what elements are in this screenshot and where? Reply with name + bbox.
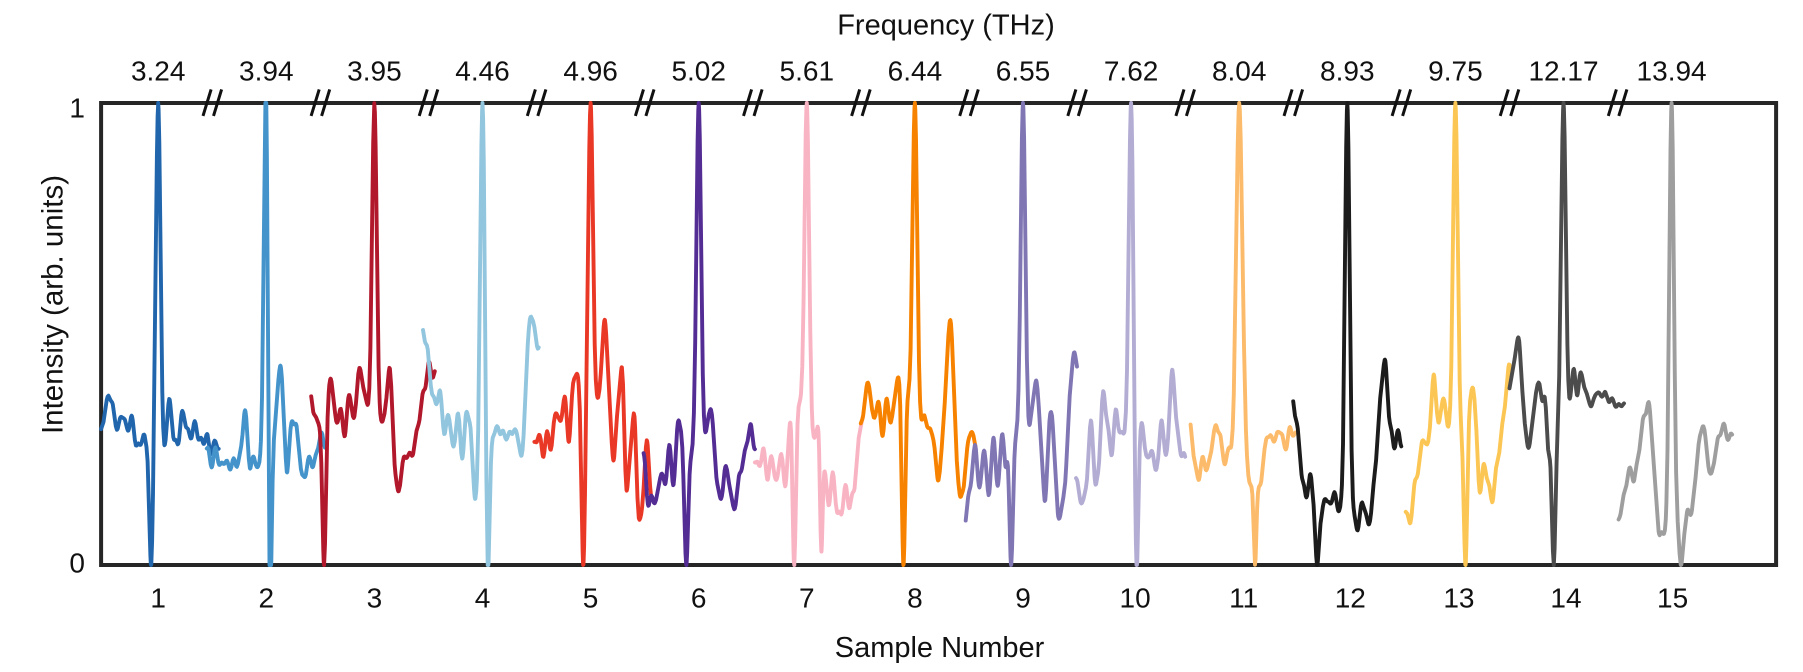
svg-text:0: 0	[69, 548, 85, 579]
svg-text:4.96: 4.96	[563, 56, 618, 87]
svg-text:13.94: 13.94	[1637, 56, 1707, 87]
svg-text:Intensity (arb. units): Intensity (arb. units)	[37, 175, 70, 434]
svg-text:6.55: 6.55	[996, 56, 1051, 87]
svg-text:14: 14	[1550, 583, 1581, 614]
svg-text:8: 8	[907, 583, 923, 614]
svg-text:9: 9	[1015, 583, 1031, 614]
svg-text:11: 11	[1229, 583, 1258, 614]
svg-text:2: 2	[259, 583, 275, 614]
svg-text:15: 15	[1657, 583, 1688, 614]
svg-text:8.04: 8.04	[1212, 56, 1267, 87]
svg-text:Frequency (THz): Frequency (THz)	[837, 10, 1055, 42]
svg-text:5.61: 5.61	[780, 56, 835, 87]
svg-text:10: 10	[1120, 583, 1151, 614]
svg-text:5: 5	[583, 583, 599, 614]
svg-text:4: 4	[475, 583, 491, 614]
svg-text:8.93: 8.93	[1320, 56, 1375, 87]
svg-text:9.75: 9.75	[1428, 56, 1483, 87]
svg-text:6.44: 6.44	[888, 56, 943, 87]
svg-text:6: 6	[691, 583, 707, 614]
svg-text:13: 13	[1443, 583, 1474, 614]
svg-text:1: 1	[69, 93, 85, 124]
svg-text:3.95: 3.95	[347, 56, 402, 87]
svg-text:12.17: 12.17	[1528, 56, 1598, 87]
svg-text:12: 12	[1335, 583, 1366, 614]
svg-text:7.62: 7.62	[1104, 56, 1159, 87]
svg-text:3: 3	[367, 583, 383, 614]
svg-text:5.02: 5.02	[671, 56, 726, 87]
svg-text:1: 1	[150, 583, 166, 614]
svg-text:3.94: 3.94	[239, 56, 294, 87]
svg-text:4.46: 4.46	[455, 56, 510, 87]
svg-text:3.24: 3.24	[131, 56, 186, 87]
svg-text:7: 7	[799, 583, 815, 614]
svg-text:Sample Number: Sample Number	[835, 632, 1045, 664]
